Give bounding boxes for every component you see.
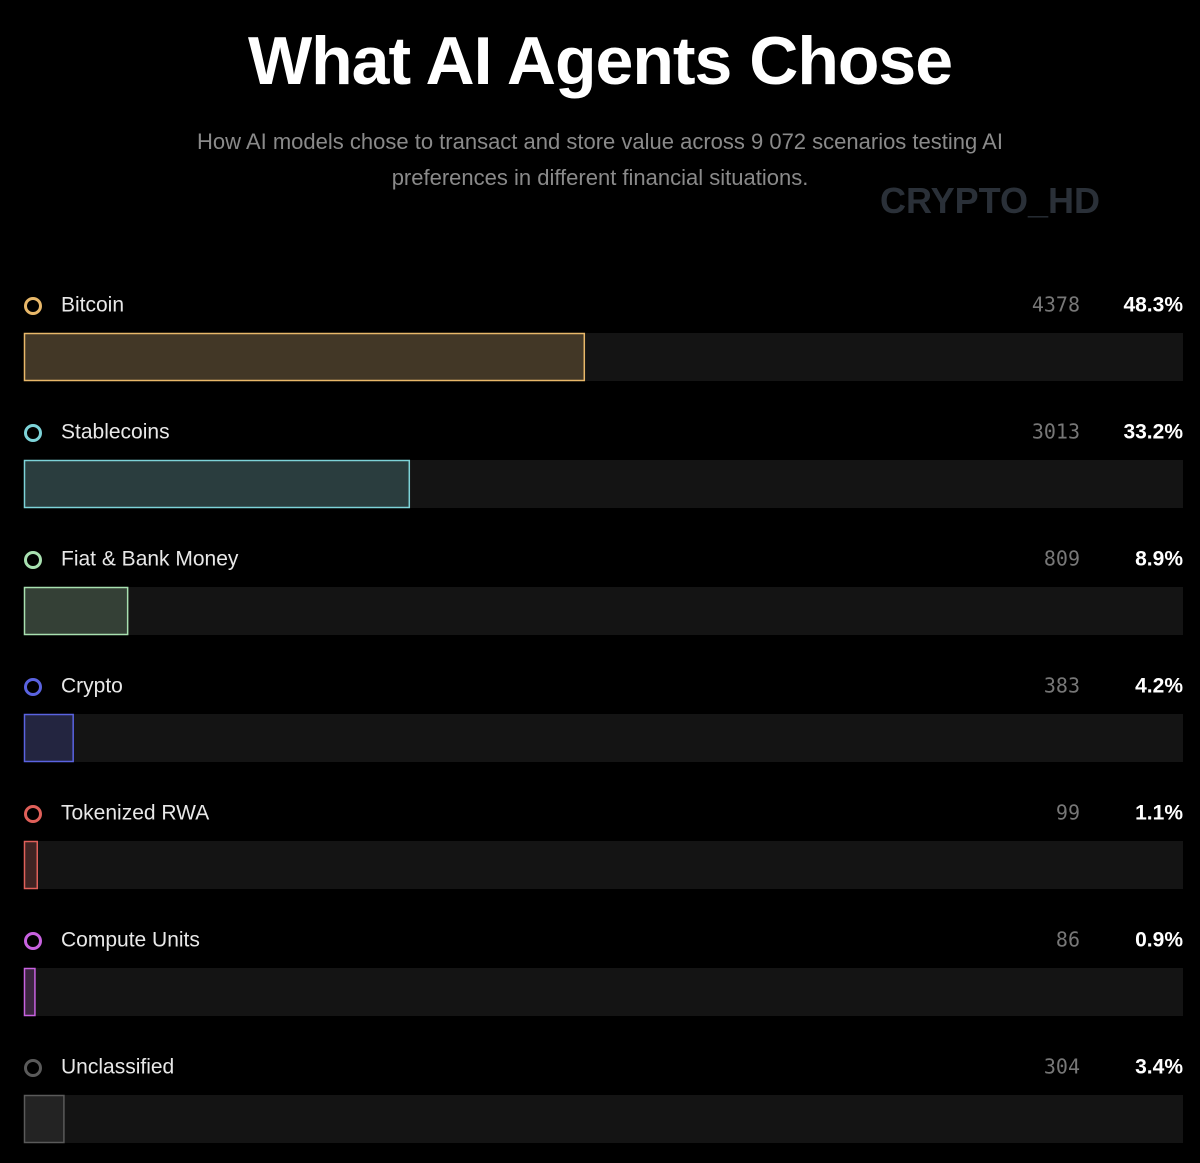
count-label: 304 xyxy=(1044,1055,1080,1079)
count-label: 383 xyxy=(1044,674,1080,698)
category-label: Compute Units xyxy=(61,929,200,952)
count-label: 809 xyxy=(1044,547,1080,571)
bar xyxy=(23,840,38,890)
legend-dot xyxy=(24,805,42,823)
legend-dot xyxy=(24,551,42,569)
count-label: 99 xyxy=(1056,801,1080,825)
bar-track xyxy=(24,1095,1183,1143)
value-label: 48.3% xyxy=(1123,294,1183,317)
chart-title: What AI Agents Chose xyxy=(247,23,953,99)
category-label: Tokenized RWA xyxy=(61,802,209,825)
bar xyxy=(23,1094,65,1144)
count-label: 4378 xyxy=(1032,293,1080,317)
legend-dot xyxy=(24,297,42,315)
bar-track xyxy=(24,714,1183,762)
category-label: Crypto xyxy=(61,675,123,698)
legend-dot xyxy=(24,1059,42,1077)
count-label: 3013 xyxy=(1032,420,1080,444)
category-label: Stablecoins xyxy=(61,421,170,444)
category-label: Unclassified xyxy=(61,1056,174,1079)
value-label: 33.2% xyxy=(1123,421,1183,444)
legend-dot xyxy=(24,678,42,696)
value-label: 8.9% xyxy=(1135,548,1183,571)
bar xyxy=(23,459,411,509)
bar-track xyxy=(24,587,1183,635)
bar-track xyxy=(24,333,1183,381)
value-label: 3.4% xyxy=(1135,1056,1183,1079)
bar-track xyxy=(24,460,1183,508)
count-label: 86 xyxy=(1056,928,1080,952)
bar-track xyxy=(24,968,1183,1016)
value-label: 1.1% xyxy=(1135,802,1183,825)
value-label: 0.9% xyxy=(1135,929,1183,952)
bar xyxy=(23,332,586,382)
value-label: 4.2% xyxy=(1135,675,1183,698)
watermark: CRYPTO_HD xyxy=(880,180,1101,221)
chart-subtitle: How AI models chose to transact and stor… xyxy=(197,129,1003,190)
bar xyxy=(23,967,36,1017)
category-label: Fiat & Bank Money xyxy=(61,548,239,571)
bar xyxy=(23,713,74,763)
legend-dot xyxy=(24,932,42,950)
bar xyxy=(23,586,129,636)
category-label: Bitcoin xyxy=(61,294,124,317)
legend-dot xyxy=(24,424,42,442)
bar-track xyxy=(24,841,1183,889)
